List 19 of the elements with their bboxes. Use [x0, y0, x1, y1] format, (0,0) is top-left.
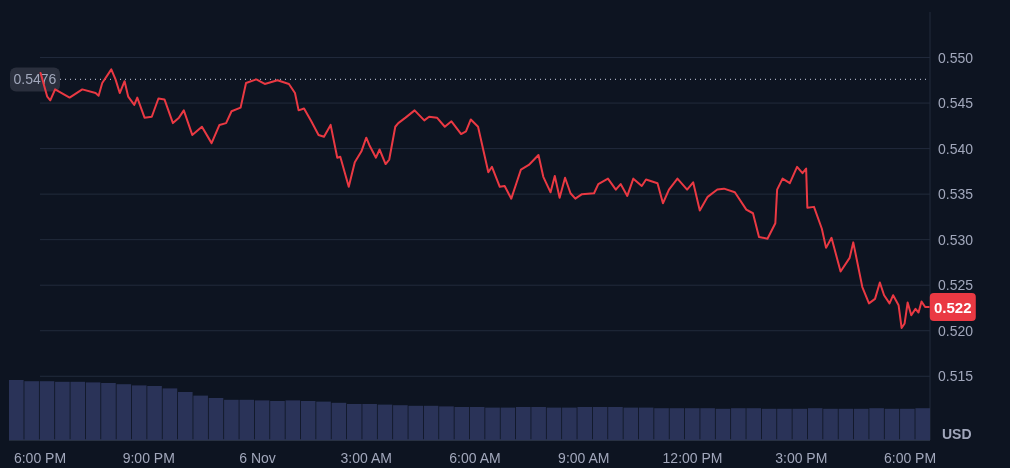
y-tick-label: 0.520	[938, 322, 974, 339]
y-tick-label: 0.540	[938, 140, 974, 157]
y-tick-label: 0.525	[938, 277, 974, 294]
y-tick-label: 0.545	[938, 95, 974, 112]
x-tick-label: 9:00 PM	[122, 450, 175, 466]
y-tick-label: 0.530	[938, 231, 974, 248]
x-tick-label: 3:00 PM	[775, 450, 828, 466]
x-tick-label: 12:00 PM	[662, 450, 723, 466]
x-tick-label: 6:00 PM	[13, 450, 67, 466]
x-tick-label: 9:00 AM	[558, 450, 610, 466]
x-tick-label: 3:00 AM	[340, 450, 392, 466]
y-tick-label: 0.515	[938, 368, 974, 385]
x-tick-label: 6 Nov	[239, 450, 276, 466]
x-tick-label: 6:00 PM	[883, 450, 937, 466]
y-tick-label: 0.535	[938, 186, 974, 203]
annotation: 0.522	[934, 299, 972, 317]
x-tick-label: 6:00 AM	[449, 450, 501, 466]
y-axis-title: USD	[942, 426, 972, 442]
y-tick-label: 0.550	[938, 49, 974, 66]
